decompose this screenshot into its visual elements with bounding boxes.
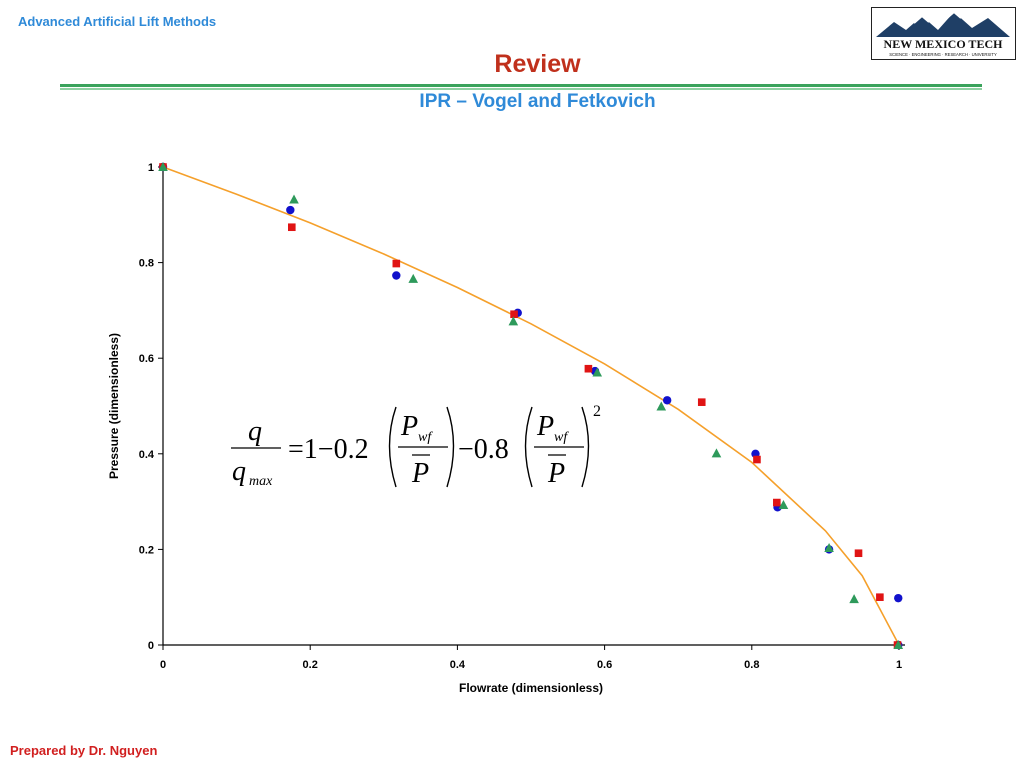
data-point-square (876, 593, 884, 601)
mountain-logo-icon: NEW MEXICO TECH SCIENCE · ENGINEERING · … (876, 10, 1010, 57)
footer-credit: Prepared by Dr. Nguyen (10, 743, 158, 758)
data-point-square (697, 398, 706, 406)
data-point-circle (894, 593, 903, 603)
equation-text: P (400, 411, 418, 442)
new-mexico-tech-logo: NEW MEXICO TECH SCIENCE · ENGINEERING · … (871, 7, 1016, 60)
data-point-triangle (508, 316, 519, 326)
x-tick-label: 0.4 (450, 659, 466, 671)
data-point-square (773, 498, 781, 507)
logo-main-text: NEW MEXICO TECH (884, 37, 1004, 51)
equation-text: P (536, 411, 554, 442)
data-point-square (584, 364, 593, 373)
equation-text: =1−0.2 (288, 434, 369, 465)
data-point-triangle (158, 162, 168, 171)
equation-text: 2 (593, 403, 601, 420)
data-point-square (510, 310, 518, 319)
y-tick-label: 0.4 (139, 449, 155, 461)
data-point-square (854, 549, 863, 558)
data-point-triangle (778, 499, 789, 509)
title-divider (60, 84, 982, 87)
equation-text: −0.8 (458, 434, 509, 465)
y-tick-label: 0.6 (139, 353, 154, 365)
data-point-circle (392, 271, 401, 280)
equation-text: q (248, 416, 262, 447)
slide-title: Review (494, 50, 581, 78)
data-point-triangle (289, 194, 299, 204)
data-point-triangle (656, 401, 667, 411)
equation-paren (446, 406, 455, 488)
title-divider-light (60, 88, 982, 90)
y-axis-label: Pressure (dimensionless) (107, 333, 121, 479)
vogel-curve (162, 166, 900, 646)
equation-text: wf (554, 430, 569, 445)
equation-text: wf (418, 430, 433, 445)
equation-text: P (411, 458, 429, 489)
x-tick-label: 0.8 (744, 659, 759, 671)
data-point-square (288, 223, 296, 232)
equation-text: P (547, 458, 565, 489)
y-tick-label: 0 (148, 640, 154, 652)
data-point-triangle (849, 594, 859, 604)
slide-subtitle: IPR – Vogel and Fetkovich (419, 91, 656, 112)
data-point-circle (662, 396, 672, 405)
x-tick-label: 0 (160, 659, 166, 671)
data-point-square (753, 455, 761, 464)
data-point-triangle (824, 542, 834, 552)
equation-paren (388, 406, 397, 488)
data-point-triangle (893, 640, 904, 649)
data-point-square (392, 259, 401, 268)
y-tick-label: 0.2 (139, 544, 154, 556)
data-point-triangle (711, 448, 722, 458)
equation-paren (524, 406, 533, 488)
data-point-circle (286, 205, 295, 215)
equation-text: q (232, 456, 246, 487)
data-point-triangle (592, 367, 603, 377)
course-label: Advanced Artificial Lift Methods (18, 14, 217, 29)
logo-sub-text: SCIENCE · ENGINEERING · RESEARCH · UNIVE… (889, 52, 997, 57)
x-tick-label: 1 (896, 659, 902, 671)
x-axis-label: Flowrate (dimensionless) (459, 681, 603, 695)
x-tick-label: 0.6 (597, 659, 612, 671)
equation-text: max (249, 474, 273, 489)
y-tick-label: 1 (148, 162, 154, 174)
equation-paren (581, 406, 590, 488)
data-point-triangle (408, 273, 419, 283)
y-tick-label: 0.8 (139, 258, 154, 270)
x-tick-label: 0.2 (303, 659, 318, 671)
